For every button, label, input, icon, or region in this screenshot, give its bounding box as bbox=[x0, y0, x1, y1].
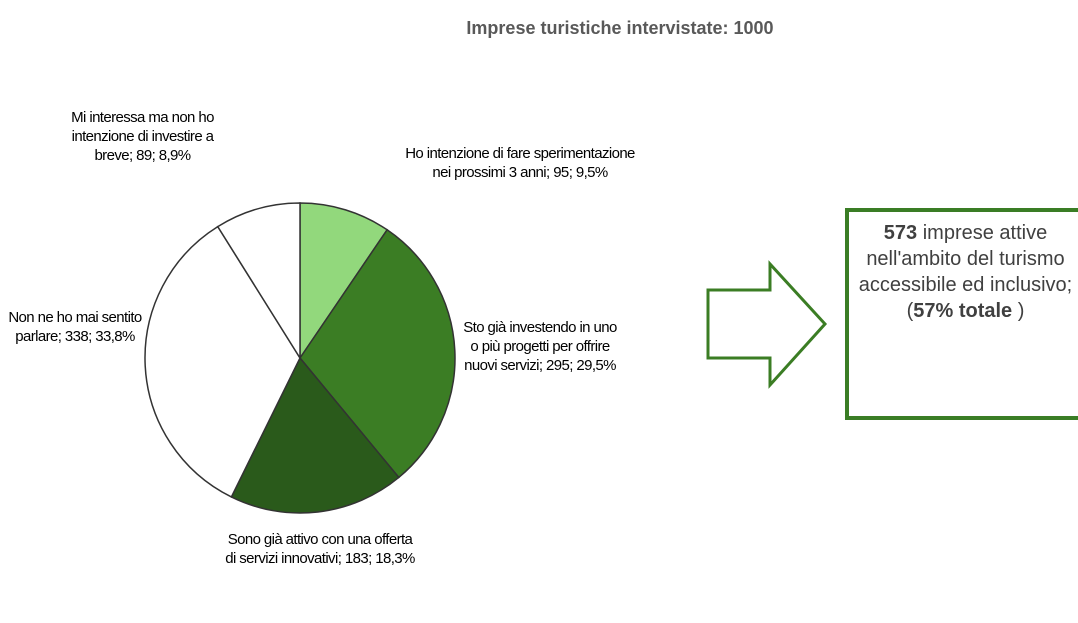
pie-slice bbox=[230, 356, 400, 514]
callout-count: 573 bbox=[883, 222, 918, 244]
slice-name: Mi interessa ma non ho intenzione di inv… bbox=[71, 109, 214, 164]
separator: ; bbox=[569, 357, 577, 374]
slice-value: 338 bbox=[64, 328, 89, 345]
separator: ; bbox=[568, 164, 576, 181]
slice-label: Sto già investendo in uno o più progetti… bbox=[460, 318, 620, 375]
slice-value: 89 bbox=[136, 147, 152, 164]
callout-share: 57% totale bbox=[913, 300, 1013, 322]
slice-name: Non ne ho mai sentito parlare bbox=[8, 309, 142, 345]
slice-percent: 29,5% bbox=[576, 357, 616, 374]
callout-text: imprese attive nell'ambito del turismo a… bbox=[858, 222, 1073, 296]
pie-slice bbox=[299, 228, 456, 479]
pie-slice bbox=[299, 202, 389, 361]
separator: ; bbox=[538, 357, 546, 374]
slice-percent: 18,3% bbox=[375, 550, 415, 567]
slice-percent: 9,5% bbox=[575, 164, 608, 181]
slice-name: Ho intenzione di fare sperimentazione ne… bbox=[405, 145, 635, 181]
slice-name: Sto già investendo in uno o più progetti… bbox=[463, 319, 617, 374]
slice-value: 183 bbox=[344, 550, 369, 567]
pie-slice bbox=[144, 225, 301, 498]
slice-name: Sono già attivo con una offerta di servi… bbox=[225, 531, 413, 567]
slice-value: 95 bbox=[553, 164, 569, 181]
separator: ; bbox=[88, 328, 96, 345]
slice-label: Mi interessa ma non ho intenzione di inv… bbox=[55, 108, 230, 165]
slice-value: 295 bbox=[545, 357, 570, 374]
separator: ; bbox=[368, 550, 376, 567]
arrow bbox=[706, 260, 828, 389]
separator: ; bbox=[57, 328, 65, 345]
slice-label: Non ne ho mai sentito parlare; 338; 33,8… bbox=[5, 308, 145, 346]
separator: ; bbox=[337, 550, 345, 567]
callout: 573 imprese attive nell'ambito del turis… bbox=[845, 208, 1078, 420]
chart-title: Imprese turistiche intervistate: 1000 bbox=[466, 18, 774, 38]
separator: ; bbox=[128, 147, 137, 164]
pie-slice bbox=[216, 202, 301, 361]
slice-label: Ho intenzione di fare sperimentazione ne… bbox=[405, 144, 635, 182]
separator: ; bbox=[151, 147, 159, 164]
slice-percent: 8,9% bbox=[158, 147, 191, 164]
separator: ; bbox=[546, 164, 554, 181]
callout-close: ) bbox=[1012, 300, 1025, 322]
callout-open: ( bbox=[906, 300, 914, 322]
slice-label: Sono già attivo con una offerta di servi… bbox=[225, 530, 415, 568]
slice-percent: 33,8% bbox=[95, 328, 135, 345]
